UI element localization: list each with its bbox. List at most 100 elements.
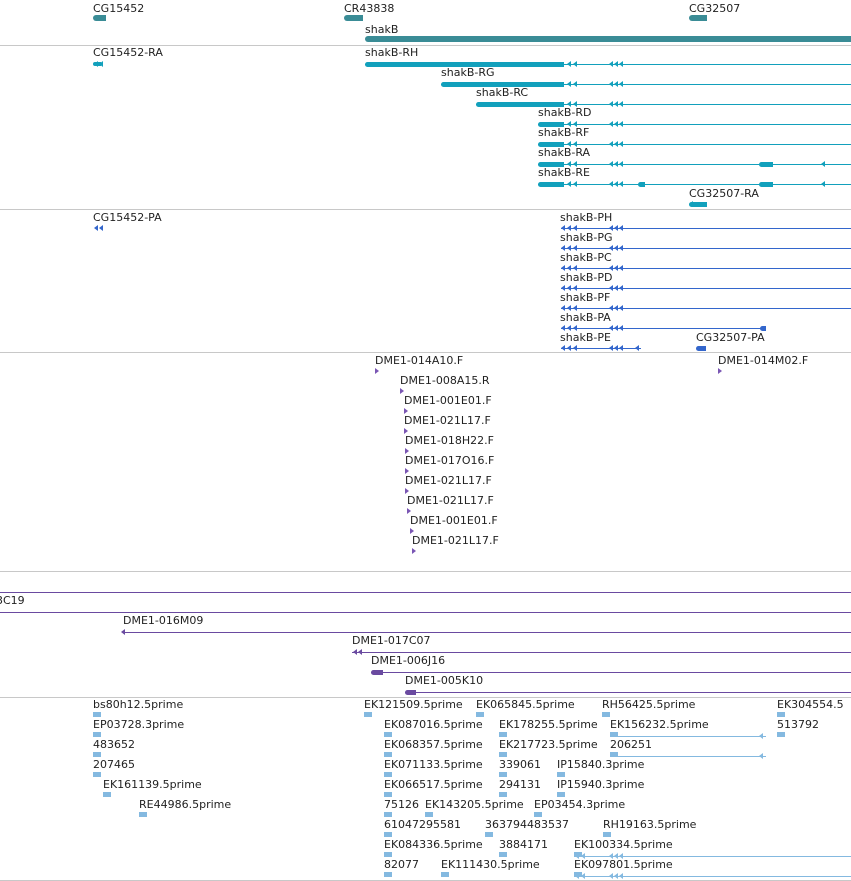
exon-block[interactable]: [638, 181, 645, 187]
est-label[interactable]: IP15840.3prime: [557, 758, 645, 771]
exon-block[interactable]: [760, 325, 766, 331]
gene-cg32507[interactable]: [689, 15, 707, 21]
est-label[interactable]: 206251: [610, 738, 652, 751]
est-feature[interactable]: [610, 732, 618, 737]
est-label[interactable]: EK304554.5: [777, 698, 844, 711]
est-label[interactable]: EP03728.3prime: [93, 718, 185, 731]
est-label[interactable]: 339061: [499, 758, 541, 771]
est-feature[interactable]: [610, 752, 618, 757]
exon-block[interactable]: [538, 141, 564, 147]
est-feature[interactable]: [93, 752, 101, 757]
exon-block[interactable]: [365, 61, 564, 67]
gene-label-cg32507[interactable]: CG32507: [689, 2, 741, 15]
exon-block[interactable]: [476, 101, 564, 107]
exon-block[interactable]: [371, 669, 383, 675]
protein-label[interactable]: CG32507-PA: [696, 331, 765, 344]
exon-block[interactable]: [538, 181, 564, 187]
est-feature[interactable]: [384, 872, 392, 877]
est-feature[interactable]: [557, 792, 565, 797]
clone-label[interactable]: DME1-005K10: [405, 674, 484, 687]
protein-label[interactable]: shakB-PC: [560, 251, 612, 264]
exon-block[interactable]: [759, 181, 773, 187]
exon-block[interactable]: [538, 121, 564, 127]
est-label[interactable]: EK068357.5prime: [384, 738, 483, 751]
est-feature[interactable]: [384, 752, 392, 757]
est-label[interactable]: 82077: [384, 858, 419, 871]
est-label[interactable]: EK065845.5prime: [476, 698, 575, 711]
exon-block[interactable]: [689, 201, 707, 207]
protein-label[interactable]: shakB-PD: [560, 271, 613, 284]
est-feature[interactable]: [384, 812, 392, 817]
est-label[interactable]: RH56425.5prime: [602, 698, 696, 711]
exon-block[interactable]: [441, 81, 564, 87]
est-label[interactable]: EP03454.3prime: [534, 798, 626, 811]
est-label[interactable]: EK087016.5prime: [384, 718, 483, 731]
est-feature[interactable]: [499, 752, 507, 757]
probe-label[interactable]: DME1-021L17.F: [407, 494, 494, 507]
est-label[interactable]: EK161139.5prime: [103, 778, 202, 791]
protein-label[interactable]: shakB-PG: [560, 231, 613, 244]
est-feature[interactable]: [602, 712, 610, 717]
est-label[interactable]: 294131: [499, 778, 541, 791]
est-label[interactable]: 513792: [777, 718, 819, 731]
clone-label[interactable]: 3C19: [0, 594, 25, 607]
est-label[interactable]: EK121509.5prime: [364, 698, 463, 711]
gene-shakb[interactable]: [365, 36, 851, 42]
est-feature[interactable]: [364, 712, 372, 717]
gene-label-shakb[interactable]: shakB: [365, 23, 399, 36]
probe-label[interactable]: DME1-014A10.F: [375, 354, 464, 367]
mrna-label[interactable]: shakB-RA: [538, 146, 591, 159]
est-label[interactable]: 483652: [93, 738, 135, 751]
est-label[interactable]: EK066517.5prime: [384, 778, 483, 791]
est-label[interactable]: EK071133.5prime: [384, 758, 483, 771]
est-feature[interactable]: [499, 852, 507, 857]
exon-block[interactable]: [759, 161, 773, 167]
gene-cg15452[interactable]: [93, 15, 106, 21]
est-feature[interactable]: [777, 732, 785, 737]
est-label[interactable]: RH19163.5prime: [603, 818, 697, 831]
probe-label[interactable]: DME1-017O16.F: [405, 454, 495, 467]
est-label[interactable]: 363794483537: [485, 818, 569, 831]
est-feature[interactable]: [499, 792, 507, 797]
clone-label[interactable]: DME1-006J16: [371, 654, 446, 667]
est-label[interactable]: EK217723.5prime: [499, 738, 598, 751]
probe-label[interactable]: DME1-014M02.F: [718, 354, 809, 367]
est-label[interactable]: 207465: [93, 758, 135, 771]
mrna-label[interactable]: shakB-RH: [365, 46, 419, 59]
exon-block[interactable]: [696, 345, 706, 351]
est-feature[interactable]: [441, 872, 449, 877]
est-feature[interactable]: [499, 732, 507, 737]
mrna-label[interactable]: shakB-RC: [476, 86, 529, 99]
est-feature[interactable]: [499, 772, 507, 777]
mrna-label[interactable]: CG15452-RA: [93, 46, 163, 59]
clone-label[interactable]: DME1-017C07: [352, 634, 431, 647]
probe-label[interactable]: DME1-001E01.F: [404, 394, 492, 407]
est-label[interactable]: EK100334.5prime: [574, 838, 673, 851]
est-label[interactable]: EK111430.5prime: [441, 858, 540, 871]
est-feature[interactable]: [485, 832, 493, 837]
est-label[interactable]: EK178255.5prime: [499, 718, 598, 731]
est-feature[interactable]: [777, 712, 785, 717]
gene-label-cr43838[interactable]: CR43838: [344, 2, 395, 15]
gene-cr43838[interactable]: [344, 15, 363, 21]
est-feature[interactable]: [384, 792, 392, 797]
mrna-label[interactable]: CG32507-RA: [689, 187, 759, 200]
protein-label[interactable]: shakB-PA: [560, 311, 611, 324]
est-label[interactable]: 3884171: [499, 838, 548, 851]
probe-label[interactable]: DME1-008A15.R: [400, 374, 490, 387]
protein-label[interactable]: shakB-PE: [560, 331, 611, 344]
est-feature[interactable]: [534, 812, 542, 817]
exon-block[interactable]: [405, 689, 416, 695]
est-feature[interactable]: [425, 812, 433, 817]
probe-label[interactable]: DME1-018H22.F: [405, 434, 494, 447]
probe-label[interactable]: DME1-021L17.F: [412, 534, 499, 547]
protein-label[interactable]: shakB-PH: [560, 211, 613, 224]
est-feature[interactable]: [93, 712, 101, 717]
est-label[interactable]: IP15940.3prime: [557, 778, 645, 791]
est-label[interactable]: EK143205.5prime: [425, 798, 524, 811]
clone-label[interactable]: DME1-016M09: [123, 614, 204, 627]
est-label[interactable]: 61047295581: [384, 818, 461, 831]
protein-label[interactable]: shakB-PF: [560, 291, 611, 304]
est-label[interactable]: RE44986.5prime: [139, 798, 232, 811]
est-feature[interactable]: [476, 712, 484, 717]
